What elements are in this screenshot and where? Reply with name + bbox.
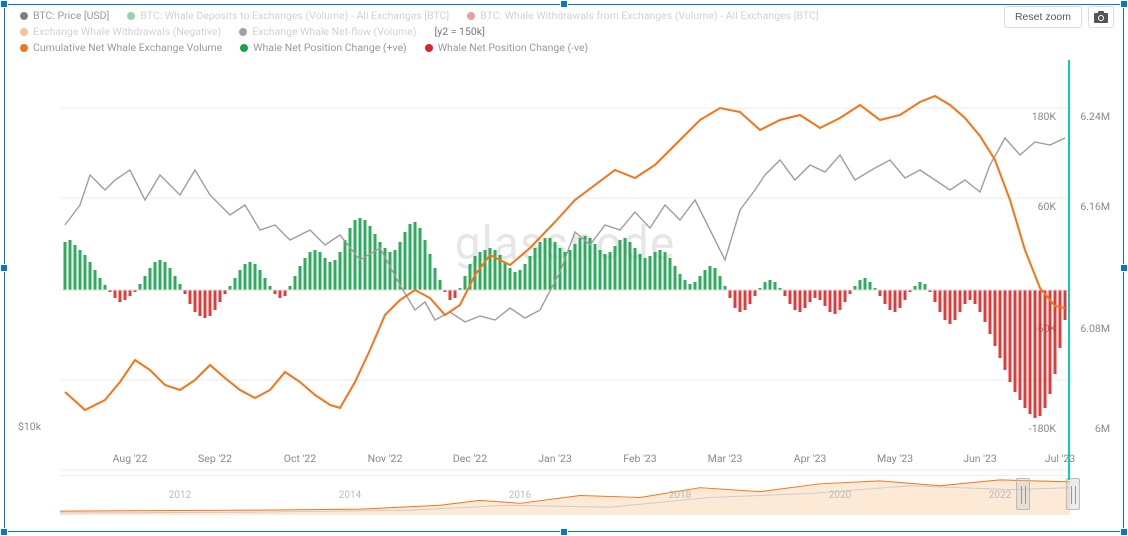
range-x-label: 2018	[669, 490, 691, 501]
legend-label: Exchange Whale Withdrawals (Negative)	[33, 24, 221, 40]
legend-item[interactable]: Whale Net Position Change (-ve)	[425, 40, 588, 56]
y-right2-label: 6.16M	[1080, 200, 1110, 213]
legend-swatch	[20, 28, 28, 36]
legend-swatch	[127, 12, 135, 20]
range-x-label: 2022	[989, 490, 1011, 501]
main-chart: glassnode	[60, 60, 1070, 460]
chart-legend: BTC: Price [USD] BTC: Whale Deposits to E…	[20, 8, 1018, 56]
legend-swatch	[20, 12, 28, 20]
legend-item[interactable]: Exchange Whale Net-flow (Volume)	[239, 24, 416, 40]
selection-handle[interactable]	[560, 0, 568, 8]
y-right2-label: 6.24M	[1080, 110, 1110, 123]
legend-item[interactable]: Exchange Whale Withdrawals (Negative)	[20, 24, 221, 40]
legend-label: BTC: Whale Deposits to Exchanges (Volume…	[140, 8, 449, 24]
legend-swatch	[240, 44, 248, 52]
legend-swatch	[239, 28, 247, 36]
selection-handle[interactable]	[1120, 528, 1128, 536]
chart-toolbar: Reset zoom	[1004, 6, 1114, 28]
selection-handle[interactable]	[1120, 0, 1128, 8]
legend-label: Whale Net Position Change (-ve)	[438, 40, 588, 56]
legend-swatch	[425, 44, 433, 52]
legend-swatch	[20, 44, 28, 52]
camera-icon	[1094, 11, 1108, 23]
legend-label: BTC: Price [USD]	[33, 8, 109, 24]
range-x-label: 2012	[169, 490, 191, 501]
y-right2-label: 6M	[1095, 422, 1110, 435]
screenshot-button[interactable]	[1088, 6, 1114, 28]
legend-label: Whale Net Position Change (+ve)	[253, 40, 407, 56]
selection-handle[interactable]	[560, 528, 568, 536]
chart-svg	[60, 60, 1070, 490]
legend-item[interactable]: BTC: Whale Deposits to Exchanges (Volume…	[127, 8, 449, 24]
legend-label: Cumulative Net Whale Exchange Volume	[33, 40, 222, 56]
legend-item[interactable]: Whale Net Position Change (+ve)	[240, 40, 407, 56]
legend-item[interactable]: Cumulative Net Whale Exchange Volume	[20, 40, 222, 56]
legend-label: BTC: Whale Withdrawals from Exchanges (V…	[480, 8, 818, 24]
range-x-label: 2016	[509, 490, 531, 501]
legend-item[interactable]: BTC: Whale Withdrawals from Exchanges (V…	[467, 8, 818, 24]
range-x-label: 2014	[339, 490, 361, 501]
selection-handle[interactable]	[0, 0, 8, 8]
legend-label: Exchange Whale Net-flow (Volume)	[252, 24, 416, 40]
range-x-label: 2020	[829, 490, 851, 501]
legend-item[interactable]: BTC: Price [USD]	[20, 8, 109, 24]
y-left-label: $10k	[18, 420, 41, 433]
selection-handle[interactable]	[0, 264, 8, 272]
y-right2-label: 6.08M	[1080, 322, 1110, 335]
reset-zoom-button[interactable]: Reset zoom	[1004, 6, 1082, 28]
selection-handle[interactable]	[0, 528, 8, 536]
selection-handle[interactable]	[1120, 264, 1128, 272]
legend-swatch	[467, 12, 475, 20]
legend-item[interactable]: [y2 = 150k]	[434, 24, 484, 40]
